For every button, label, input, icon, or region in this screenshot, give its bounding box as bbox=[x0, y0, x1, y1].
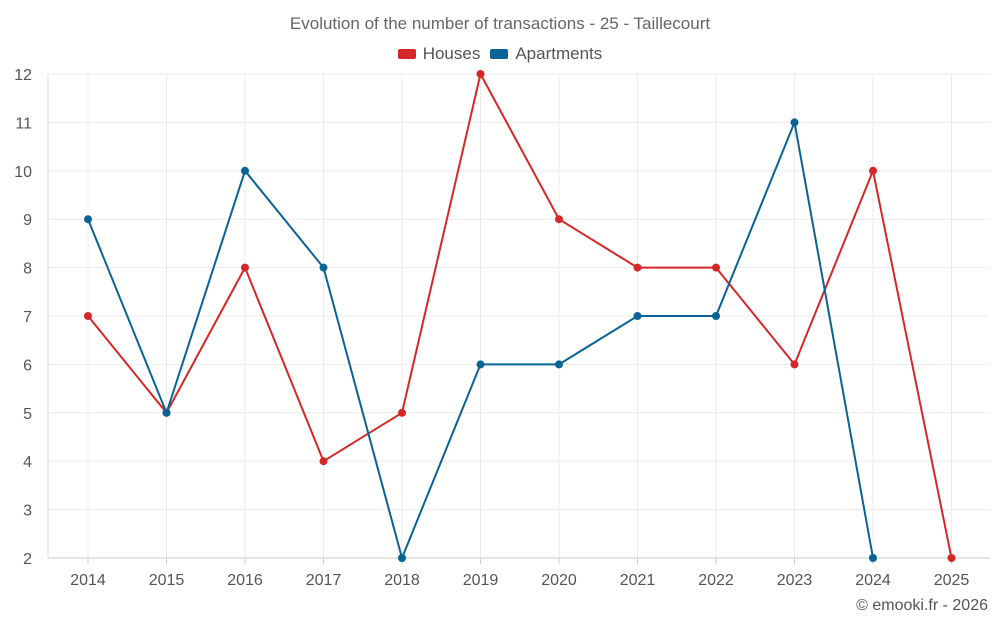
data-point-houses[interactable] bbox=[633, 263, 642, 272]
x-tick-label: 2024 bbox=[855, 572, 891, 589]
y-tick-label: 11 bbox=[15, 115, 32, 132]
x-tick-label: 2021 bbox=[620, 572, 656, 589]
x-tick-label: 2017 bbox=[306, 572, 342, 589]
y-tick-label: 9 bbox=[23, 212, 32, 229]
legend-label-apartments: Apartments bbox=[515, 44, 603, 63]
legend-swatch-apartments bbox=[490, 49, 509, 59]
data-point-apartments[interactable] bbox=[633, 312, 642, 320]
data-point-apartments[interactable] bbox=[476, 360, 485, 369]
data-point-houses[interactable] bbox=[947, 554, 956, 562]
y-tick-label: 12 bbox=[14, 67, 32, 84]
data-point-apartments[interactable] bbox=[398, 554, 406, 562]
data-point-apartments[interactable] bbox=[712, 312, 720, 320]
legend-label-houses: Houses bbox=[422, 44, 481, 63]
data-point-houses[interactable] bbox=[712, 263, 720, 272]
x-tick-label: 2014 bbox=[70, 572, 106, 589]
y-tick-label: 3 bbox=[23, 503, 32, 520]
x-tick-label: 2023 bbox=[777, 572, 813, 589]
chart-title: Evolution of the number of transactions … bbox=[289, 14, 711, 33]
x-tick-label: 2019 bbox=[463, 572, 499, 589]
chart-legend: Houses Apartments bbox=[0, 44, 1000, 64]
data-point-houses[interactable] bbox=[319, 457, 328, 466]
y-tick-label: 6 bbox=[23, 357, 32, 374]
x-tick-label: 2018 bbox=[384, 572, 420, 589]
axis-layer: 2 3 4 5 6 7 8 9 10 11 12 2014 2015 2016 2017 2018 2019 20… bbox=[14, 67, 990, 589]
data-point-apartments[interactable] bbox=[555, 360, 563, 369]
data-point-apartments[interactable] bbox=[241, 166, 249, 175]
x-tick-label: 2016 bbox=[227, 572, 263, 589]
data-point-apartments[interactable] bbox=[162, 408, 171, 417]
data-point-houses[interactable] bbox=[84, 312, 92, 320]
data-point-houses[interactable] bbox=[398, 408, 406, 417]
y-tick-label: 4 bbox=[23, 454, 32, 471]
data-point-apartments[interactable] bbox=[869, 554, 877, 562]
data-point-houses[interactable] bbox=[869, 166, 877, 175]
series-layer bbox=[84, 70, 956, 562]
data-point-houses[interactable] bbox=[476, 70, 485, 78]
series-line-houses bbox=[87, 73, 953, 559]
data-point-apartments[interactable] bbox=[790, 118, 799, 127]
data-point-apartments[interactable] bbox=[84, 215, 92, 224]
data-point-houses[interactable] bbox=[555, 215, 563, 224]
x-tick-label: 2025 bbox=[934, 572, 970, 589]
copyright-credit: © emooki.fr - 2026 bbox=[856, 597, 988, 614]
y-tick-label: 10 bbox=[14, 164, 32, 181]
legend-item-apartments[interactable]: Apartments bbox=[490, 44, 602, 64]
data-point-apartments[interactable] bbox=[319, 263, 328, 272]
y-tick-label: 7 bbox=[23, 309, 32, 326]
y-tick-label: 2 bbox=[23, 551, 32, 568]
x-tick-label: 2020 bbox=[541, 572, 577, 589]
data-point-houses[interactable] bbox=[790, 360, 799, 369]
legend-swatch-houses bbox=[397, 49, 416, 59]
data-point-houses[interactable] bbox=[241, 263, 249, 272]
x-tick-label: 2015 bbox=[149, 572, 185, 589]
legend-item-houses[interactable]: Houses bbox=[397, 44, 481, 64]
x-tick-label: 2022 bbox=[698, 572, 734, 589]
y-tick-label: 5 bbox=[23, 406, 32, 423]
y-tick-label: 8 bbox=[23, 261, 32, 278]
